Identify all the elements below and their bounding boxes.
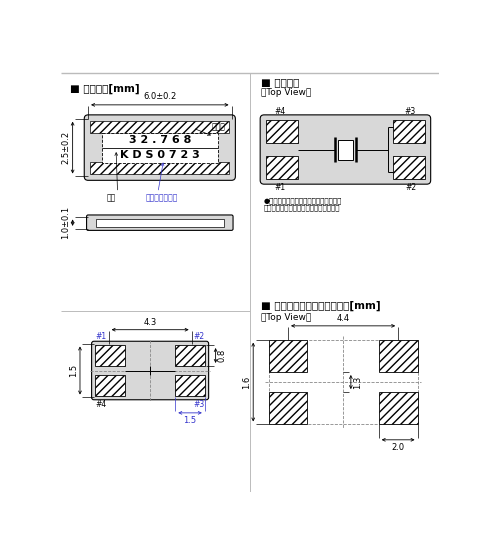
Text: #3: #3 [405,107,416,117]
Text: #1: #1 [96,332,106,341]
Bar [269,392,307,424]
Text: 社名: 社名 [107,194,116,202]
Text: #4: #4 [275,107,286,117]
Text: 1.3: 1.3 [353,375,362,389]
FancyBboxPatch shape [92,341,209,400]
Bar [338,139,353,159]
Text: ■ ランドパターン（参考）　[mm]: ■ ランドパターン（参考） [mm] [261,301,381,311]
Bar [265,120,298,143]
Text: 2.0: 2.0 [391,443,405,452]
Bar [102,133,218,163]
Bar [96,219,224,227]
Text: 1.0±0.1: 1.0±0.1 [61,206,70,239]
Text: 6.0±0.2: 6.0±0.2 [143,92,177,101]
Bar [393,156,425,179]
Bar [175,375,205,396]
Text: ■ 内部接続: ■ 内部接続 [261,77,299,87]
Text: #1: #1 [275,182,286,192]
Text: #2: #2 [194,332,205,341]
Bar [90,121,229,133]
Bar [265,156,298,179]
Bar [379,340,418,372]
Bar [269,340,307,372]
Text: #2: #2 [405,182,416,192]
Text: #4: #4 [96,400,107,409]
Text: ●端子＃２、＃３は電気的にオープンに
なるように基板に取り付けてください。: ●端子＃２、＃３は電気的にオープンに なるように基板に取り付けてください。 [264,197,343,211]
Bar [175,345,205,366]
Text: 1.5: 1.5 [69,364,78,377]
Text: 〈Top View〉: 〈Top View〉 [261,88,311,97]
FancyBboxPatch shape [260,115,431,184]
Text: 3 2 . 7 6 8: 3 2 . 7 6 8 [129,135,191,145]
FancyBboxPatch shape [84,115,235,180]
Text: K D S 0 7 2 3: K D S 0 7 2 3 [120,150,200,160]
Bar [90,162,229,174]
Text: 周波数: 周波数 [211,122,225,131]
Text: 4.3: 4.3 [143,317,157,327]
Bar [96,345,125,366]
FancyBboxPatch shape [86,215,233,231]
Text: 〈Top View〉: 〈Top View〉 [261,313,311,322]
Bar [393,120,425,143]
Text: 1.5: 1.5 [183,416,197,425]
Text: 4.4: 4.4 [337,314,350,323]
Text: 0.8: 0.8 [218,349,227,362]
Text: ■ 外形寸法[mm]: ■ 外形寸法[mm] [70,84,140,93]
Bar [269,340,418,424]
Text: 製造ロット番号: 製造ロット番号 [145,194,178,202]
Text: 1.6: 1.6 [242,375,251,389]
Text: #3: #3 [194,400,205,409]
Text: 2.5±0.2: 2.5±0.2 [61,131,70,164]
Bar [96,375,125,396]
Bar [379,392,418,424]
